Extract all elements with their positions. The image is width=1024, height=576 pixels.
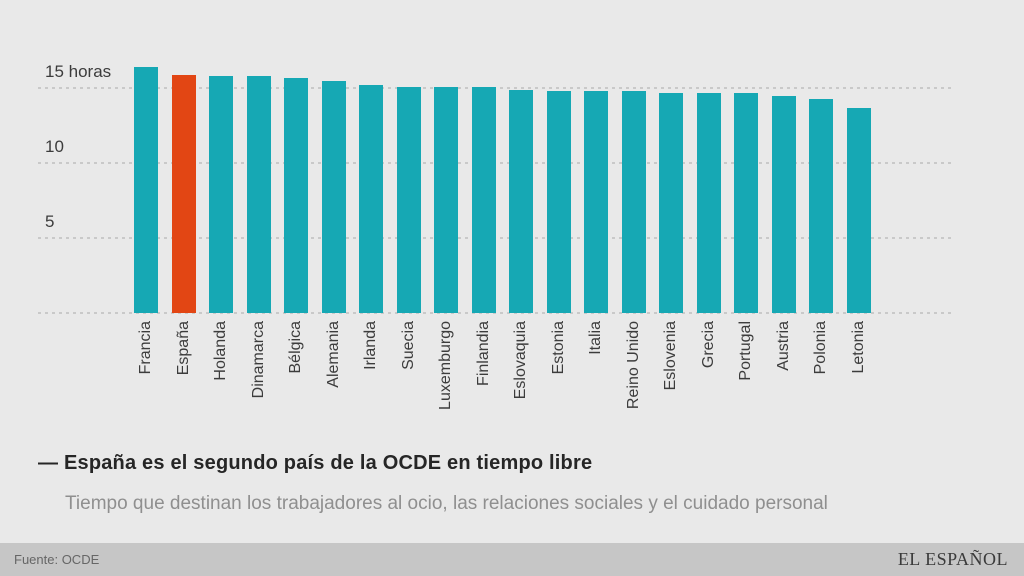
x-label-Letonia: Letonia xyxy=(849,321,867,374)
bar-Eslovenia xyxy=(659,92,683,313)
bar-Suecia xyxy=(396,86,421,313)
x-label-Italia: Italia xyxy=(587,321,604,355)
bar-Letonia xyxy=(846,107,871,313)
bar-Polonia xyxy=(809,98,833,313)
x-label-Alemania: Alemania xyxy=(324,321,342,388)
bar-Austria xyxy=(771,95,796,313)
bar-Eslovaquia xyxy=(509,89,533,313)
footer-bar: Fuente: OCDE EL ESPAÑOL xyxy=(0,543,1024,576)
x-label-Luxemburgo: Luxemburgo xyxy=(437,321,454,410)
x-label-Dinamarca: Dinamarca xyxy=(249,321,267,399)
x-label-Estonia: Estonia xyxy=(549,321,567,375)
x-label-Portugal: Portugal xyxy=(737,321,754,381)
x-label-Eslovenia: Eslovenia xyxy=(662,321,679,391)
x-label-Francia: Francia xyxy=(137,321,154,375)
x-label-Suecia: Suecia xyxy=(399,321,417,370)
source-label: Fuente: OCDE xyxy=(14,552,100,567)
x-label-España: España xyxy=(174,321,192,376)
bar-Grecia xyxy=(696,92,721,313)
bar-Bélgica xyxy=(284,77,308,313)
x-label-Eslovaquia: Eslovaquia xyxy=(512,321,529,400)
bar-Finlandia xyxy=(471,86,496,313)
x-label-Holanda: Holanda xyxy=(212,321,229,381)
bar-Alemania xyxy=(321,80,346,313)
bar-España xyxy=(171,74,196,313)
x-label-Austria: Austria xyxy=(774,321,792,371)
bar-Reino Unido xyxy=(621,91,646,313)
x-label-Bélgica: Bélgica xyxy=(287,321,304,374)
chart-subtitle: Tiempo que destinan los trabajadores al … xyxy=(65,493,828,514)
bar-Irlanda xyxy=(359,85,383,313)
x-label-Grecia: Grecia xyxy=(699,321,717,369)
y-tick-label: 15 horas xyxy=(45,62,112,81)
bar-Italia xyxy=(584,91,608,313)
x-label-Polonia: Polonia xyxy=(812,321,829,375)
chart-title: — España es el segundo país de la OCDE e… xyxy=(38,452,593,474)
x-label-Reino Unido: Reino Unido xyxy=(624,321,642,410)
brand-logo: EL ESPAÑOL xyxy=(897,549,1008,569)
gridline-15 xyxy=(38,87,955,89)
bar-Estonia xyxy=(546,91,571,313)
gridline-0 xyxy=(38,312,955,314)
y-tick-label: 10 xyxy=(45,137,64,156)
bar-Dinamarca xyxy=(246,76,271,313)
bar-Luxemburgo xyxy=(434,86,458,313)
gridline-5 xyxy=(38,237,955,239)
bar-Holanda xyxy=(209,76,233,313)
x-label-Irlanda: Irlanda xyxy=(362,321,379,370)
bar-Francia xyxy=(134,67,158,313)
gridline-10 xyxy=(38,162,955,164)
bar-Portugal xyxy=(734,92,758,313)
x-label-Finlandia: Finlandia xyxy=(474,321,492,386)
y-tick-label: 5 xyxy=(45,212,55,231)
